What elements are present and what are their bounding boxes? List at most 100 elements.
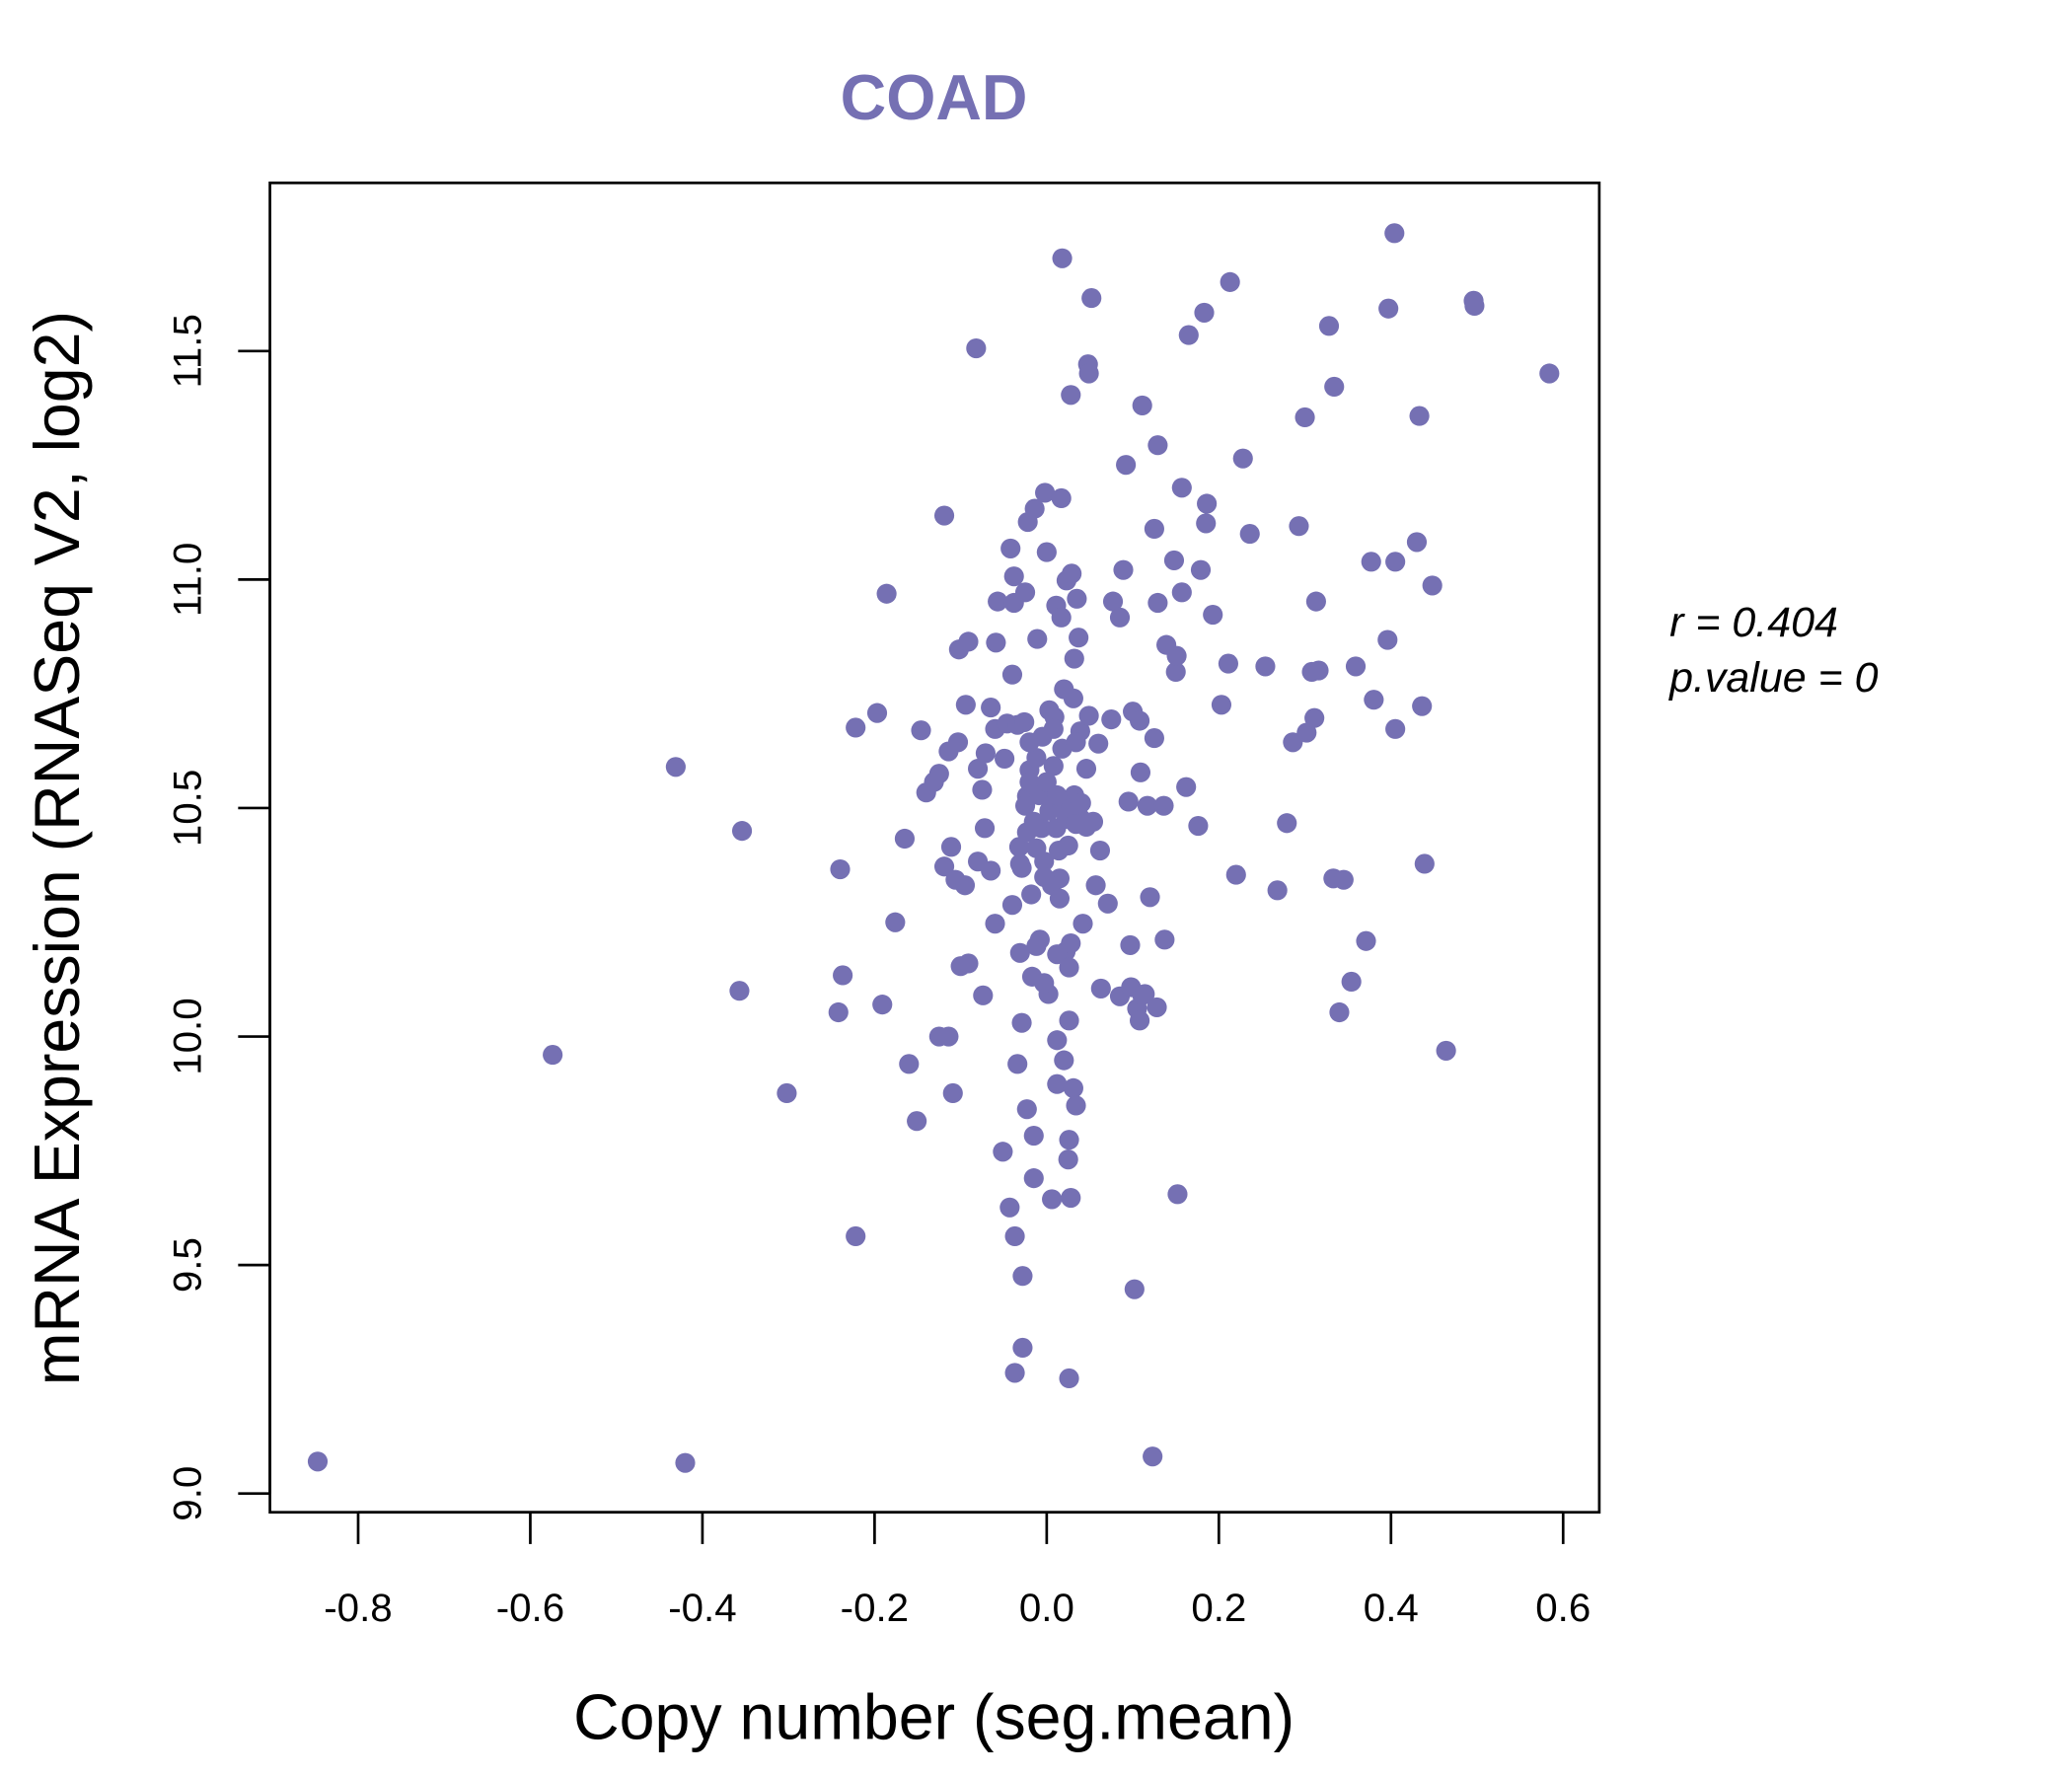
- data-point: [1004, 1363, 1025, 1383]
- data-point: [1118, 791, 1139, 812]
- data-point: [1147, 997, 1167, 1017]
- data-point: [975, 743, 996, 764]
- data-point: [1043, 756, 1064, 777]
- data-point: [665, 757, 686, 777]
- data-point: [940, 837, 962, 857]
- x-tick-label: -0.2: [841, 1586, 909, 1630]
- data-point: [1090, 978, 1111, 999]
- data-point: [1361, 552, 1381, 572]
- data-point: [911, 720, 931, 741]
- data-point: [981, 860, 1001, 881]
- data-point: [885, 912, 906, 932]
- y-axis: 9.0 9.5 10.0 10.5 11.0 11.5: [166, 314, 271, 1521]
- data-point: [1190, 559, 1212, 580]
- data-point: [1081, 288, 1102, 309]
- data-point: [1064, 648, 1084, 669]
- data-point: [1144, 728, 1164, 749]
- data-point: [1078, 363, 1099, 384]
- data-point: [1075, 759, 1097, 779]
- plot-frame: [268, 182, 1601, 1515]
- data-point: [1023, 1168, 1044, 1189]
- data-point: [988, 591, 1008, 612]
- data-point: [1318, 316, 1340, 336]
- data-point: [1267, 880, 1288, 901]
- data-point: [1220, 271, 1240, 292]
- data-point: [1188, 815, 1209, 837]
- data-point: [1176, 777, 1197, 797]
- data-point: [1051, 487, 1072, 509]
- p-value-text: p.value = 0: [1667, 654, 1879, 702]
- data-point: [543, 1044, 563, 1066]
- data-point: [1167, 1184, 1188, 1205]
- data-point: [1009, 942, 1030, 963]
- data-point: [974, 818, 996, 839]
- y-tick-label: 9.0: [166, 1466, 210, 1521]
- data-point: [1308, 660, 1329, 681]
- data-point: [846, 1225, 866, 1247]
- data-point: [1356, 930, 1376, 951]
- data-point: [1014, 582, 1036, 603]
- data-point: [729, 981, 750, 1001]
- data-point: [1436, 1040, 1456, 1061]
- data-point: [958, 953, 979, 974]
- data-point: [933, 505, 955, 526]
- data-point: [1364, 690, 1384, 710]
- data-point: [1409, 406, 1430, 426]
- data-point: [1385, 718, 1406, 739]
- data-point: [1414, 853, 1435, 874]
- data-point: [1422, 575, 1443, 596]
- data-point: [1135, 984, 1155, 1004]
- data-point: [828, 1001, 849, 1023]
- data-point: [1113, 559, 1134, 580]
- data-point: [1203, 604, 1223, 626]
- data-point: [1021, 884, 1042, 905]
- data-point: [1019, 732, 1040, 753]
- data-point: [985, 914, 1005, 934]
- data-point: [1385, 552, 1406, 572]
- data-point: [1171, 478, 1192, 498]
- data-point: [1232, 448, 1253, 469]
- r-value-text: r = 0.404: [1669, 599, 1838, 646]
- data-point: [1014, 711, 1035, 732]
- data-point: [1130, 762, 1151, 782]
- data-point: [833, 965, 853, 986]
- data-point: [1066, 732, 1086, 753]
- data-point: [1043, 718, 1064, 739]
- data-point: [1047, 784, 1068, 806]
- data-point: [1194, 302, 1215, 323]
- data-point: [1042, 1189, 1063, 1210]
- data-point: [1378, 298, 1399, 319]
- data-point: [1026, 935, 1047, 956]
- data-point: [1109, 607, 1131, 628]
- data-point: [1132, 395, 1152, 416]
- y-tick-label: 10.5: [166, 770, 210, 847]
- data-point: [1277, 813, 1297, 834]
- data-point: [1101, 709, 1122, 730]
- data-point: [1171, 582, 1192, 603]
- data-point: [1035, 482, 1056, 503]
- data-point: [1001, 664, 1023, 685]
- data-point: [1034, 866, 1055, 887]
- data-point: [1026, 838, 1047, 858]
- data-point: [972, 779, 993, 800]
- data-point: [1058, 835, 1078, 856]
- data-point: [954, 875, 976, 896]
- data-point: [1143, 1446, 1163, 1467]
- data-point: [1144, 518, 1164, 540]
- data-point: [1036, 542, 1057, 562]
- data-point: [1012, 1337, 1033, 1359]
- data-point: [1377, 629, 1398, 650]
- data-point: [1196, 513, 1217, 534]
- y-tick-label: 11.5: [166, 314, 210, 388]
- data-point: [1023, 1125, 1044, 1147]
- data-point: [1178, 325, 1199, 345]
- data-point: [866, 703, 888, 723]
- data-point: [1225, 864, 1246, 885]
- x-tick-label: 0.6: [1535, 1586, 1591, 1630]
- data-point: [1295, 407, 1315, 428]
- data-point: [1058, 1149, 1078, 1170]
- data-point: [973, 985, 994, 1005]
- data-point: [1011, 857, 1032, 878]
- data-point: [1011, 1012, 1032, 1033]
- data-point: [830, 858, 851, 880]
